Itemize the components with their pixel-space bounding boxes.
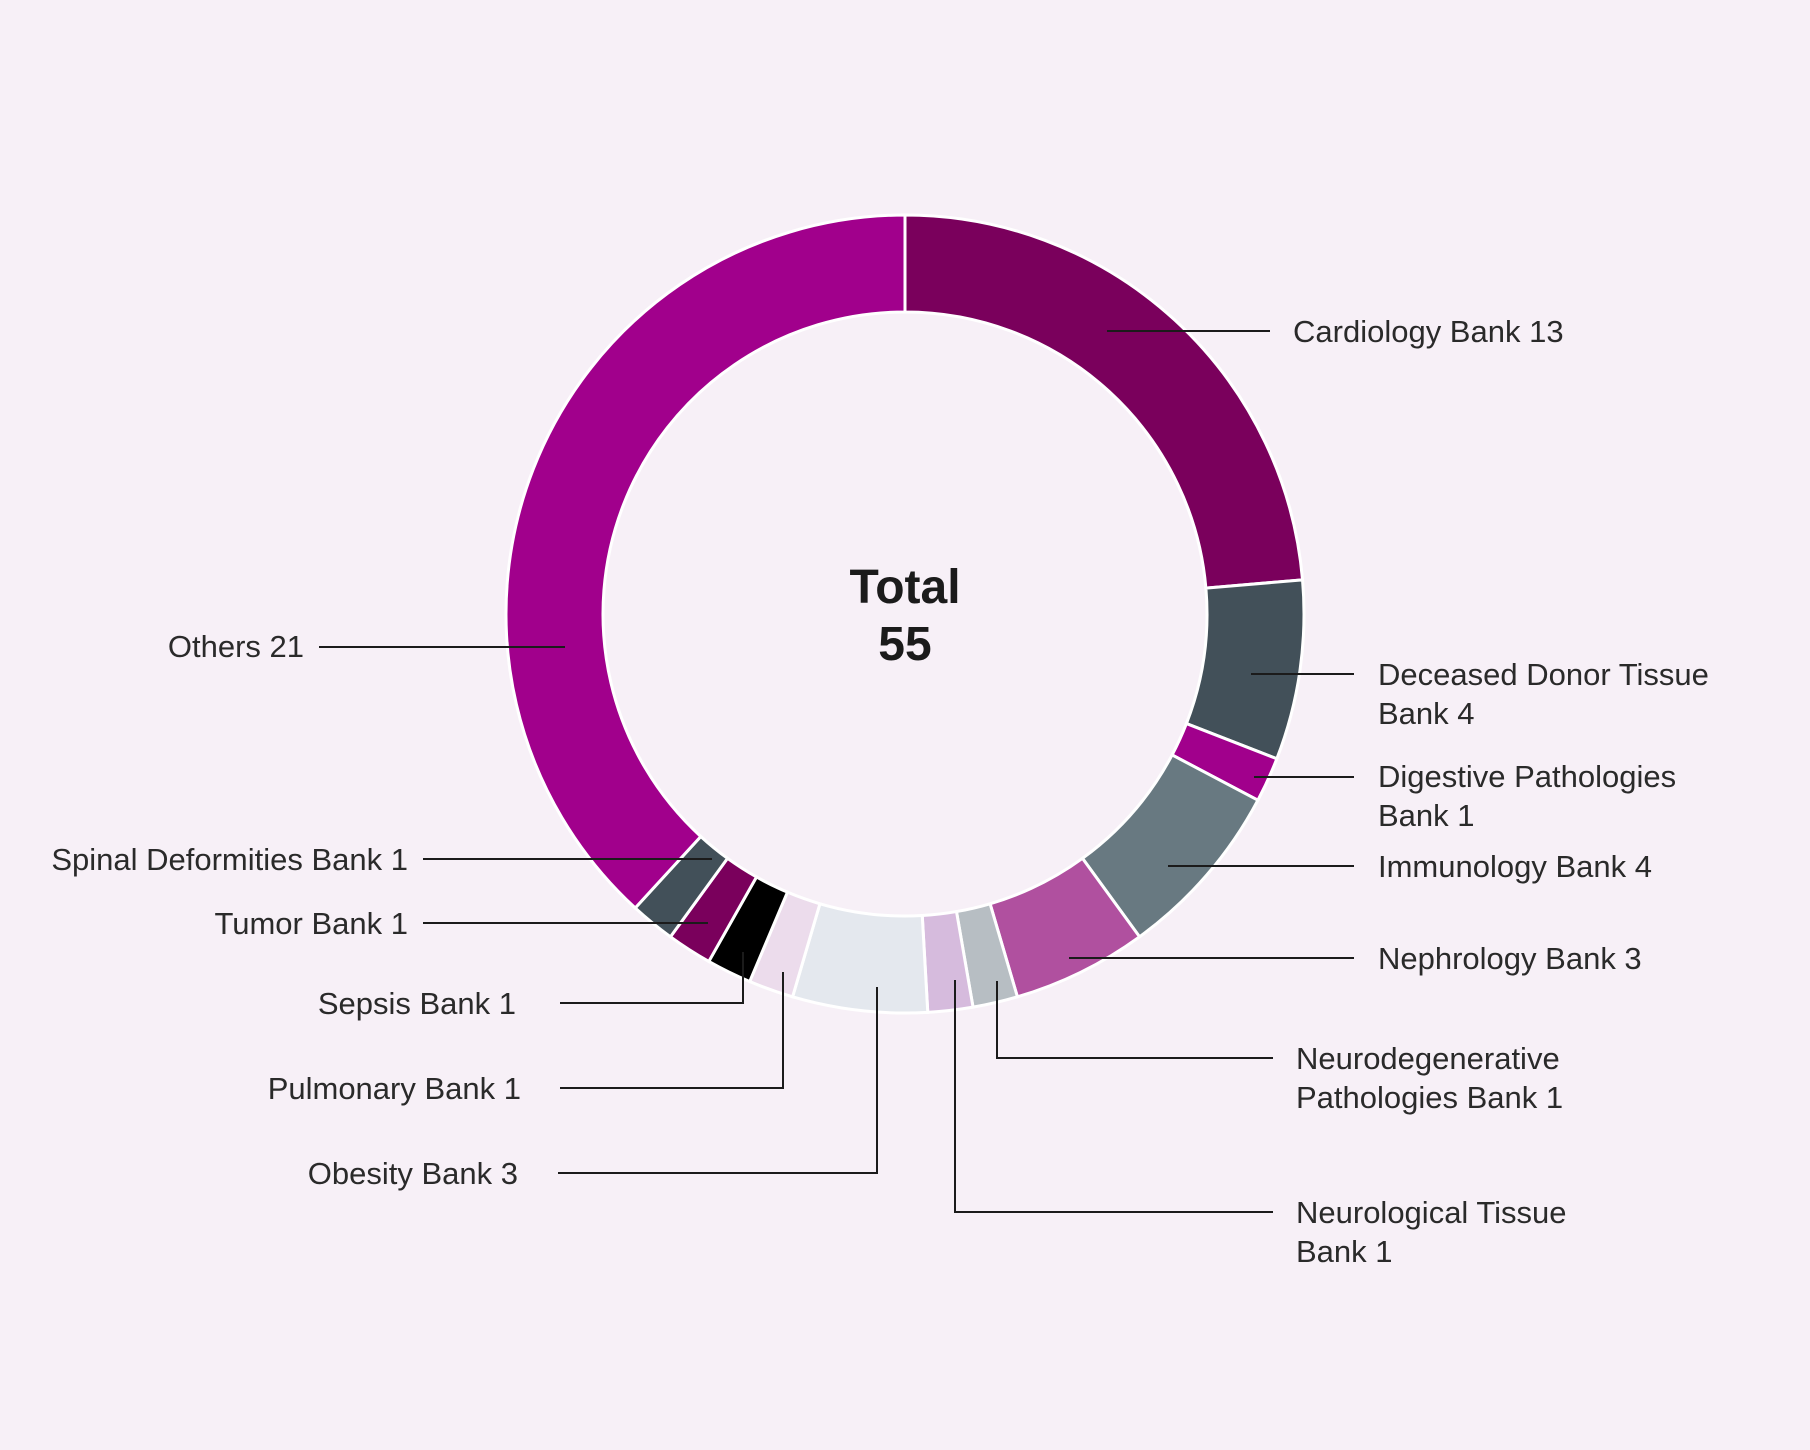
label-neurological-tissue-bank: Neurological Tissue Bank 1 (1296, 1195, 1567, 1269)
label-nephrology-bank: Nephrology Bank 3 (1378, 941, 1642, 976)
label-line: Obesity Bank 3 (308, 1156, 518, 1191)
label-deceased-donor-tissue-bank: Deceased Donor Tissue Bank 4 (1378, 657, 1709, 731)
label-sepsis-bank: Sepsis Bank 1 (318, 986, 516, 1021)
slice-others (504, 213, 907, 911)
label-line: Bank 1 (1378, 798, 1475, 833)
leader-pulmonary-bank (560, 972, 784, 1089)
leader-neurological-tissue-bank (954, 980, 1273, 1213)
label-digestive-pathologies-bank: Digestive Pathologies Bank 1 (1378, 759, 1676, 833)
label-line: Deceased Donor Tissue (1378, 657, 1709, 692)
label-line: Neurological Tissue (1296, 1195, 1567, 1230)
label-cardiology-bank: Cardiology Bank 13 (1293, 314, 1564, 349)
label-others: Others 21 (168, 629, 304, 664)
label-line: Sepsis Bank 1 (318, 986, 516, 1021)
donut-slices (504, 213, 1306, 1015)
label-line: Bank 4 (1378, 696, 1475, 731)
center-value: 55 (878, 618, 931, 671)
leader-neurodegenerative-pathologies-bank (996, 981, 1273, 1059)
leader-lines (319, 330, 1354, 1213)
label-tumor-bank: Tumor Bank 1 (214, 906, 408, 941)
label-line: Bank 1 (1296, 1234, 1393, 1269)
slice-cardiology-bank (903, 213, 1305, 590)
label-line: Tumor Bank 1 (214, 906, 408, 941)
label-neurodegenerative-pathologies-bank: Neurodegenerative Pathologies Bank 1 (1296, 1041, 1563, 1115)
label-line: Pathologies Bank 1 (1296, 1080, 1563, 1115)
label-line: Cardiology Bank 13 (1293, 314, 1564, 349)
label-line: Pulmonary Bank 1 (268, 1071, 521, 1106)
center-title: Total (849, 561, 960, 614)
slice-labels: Cardiology Bank 13 Deceased Donor Tissue B… (51, 314, 1709, 1269)
label-line: Immunology Bank 4 (1378, 849, 1652, 884)
label-line: Nephrology Bank 3 (1378, 941, 1642, 976)
label-line: Others 21 (168, 629, 304, 664)
label-pulmonary-bank: Pulmonary Bank 1 (268, 1071, 521, 1106)
label-line: Neurodegenerative (1296, 1041, 1560, 1076)
leader-obesity-bank (558, 987, 878, 1174)
label-obesity-bank: Obesity Bank 3 (308, 1156, 518, 1191)
label-spinal-deformities-bank: Spinal Deformities Bank 1 (51, 842, 408, 877)
label-line: Digestive Pathologies (1378, 759, 1676, 794)
label-line: Spinal Deformities Bank 1 (51, 842, 408, 877)
leader-sepsis-bank (560, 952, 744, 1004)
label-immunology-bank: Immunology Bank 4 (1378, 849, 1652, 884)
